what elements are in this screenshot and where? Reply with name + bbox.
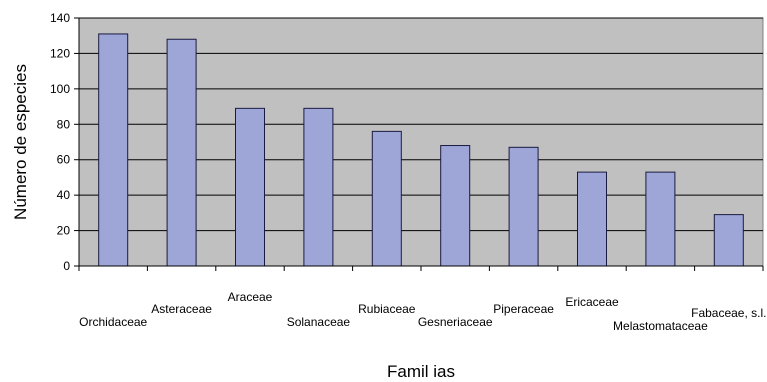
x-tick-label: Fabaceae, s.l. xyxy=(691,306,766,320)
x-tick-label: Melastomataceae xyxy=(613,319,708,333)
bar-rubiaceae xyxy=(371,130,402,267)
bars xyxy=(98,33,744,267)
x-tick-label: Rubiaceae xyxy=(358,302,416,316)
x-tick-label: Gesneriaceae xyxy=(418,315,493,329)
x-tick-label: Piperaceae xyxy=(493,302,554,316)
y-tick-label: 120 xyxy=(50,46,70,60)
bar-gesneriaceae xyxy=(440,145,471,267)
bar-fabaceae-s-l xyxy=(713,214,744,267)
x-axis-title: Famil ias xyxy=(387,362,455,381)
y-tick-label: 60 xyxy=(57,153,71,167)
x-tick-label: Orchidaceae xyxy=(79,315,147,329)
x-tick-label: Solanaceae xyxy=(287,315,351,329)
bar-orchidaceae xyxy=(98,33,129,267)
y-axis: 0 20 40 60 80 100 120 140 xyxy=(50,11,80,273)
x-tick-label: Ericaceae xyxy=(565,295,619,309)
bar-ericaceae xyxy=(577,171,607,267)
bar-asteraceae xyxy=(166,38,197,267)
y-tick-label: 140 xyxy=(50,11,70,25)
y-tick-label: 100 xyxy=(50,82,70,96)
y-tick-label: 0 xyxy=(63,259,70,273)
x-axis: Orchidaceae Asteraceae Araceae Solanaceae Ru… xyxy=(78,265,766,333)
bar-piperaceae xyxy=(508,146,539,267)
y-tick-label: 20 xyxy=(57,224,71,238)
y-axis-title: Número de especies xyxy=(11,64,30,220)
x-tick-label: Asteraceae xyxy=(151,302,212,316)
bar-araceae xyxy=(235,107,265,267)
x-tick-label: Araceae xyxy=(228,290,273,304)
y-tick-label: 40 xyxy=(57,188,71,202)
y-tick-label: 80 xyxy=(57,117,71,131)
bar-melastomataceae xyxy=(645,171,676,267)
bar-solanaceae xyxy=(303,107,334,267)
